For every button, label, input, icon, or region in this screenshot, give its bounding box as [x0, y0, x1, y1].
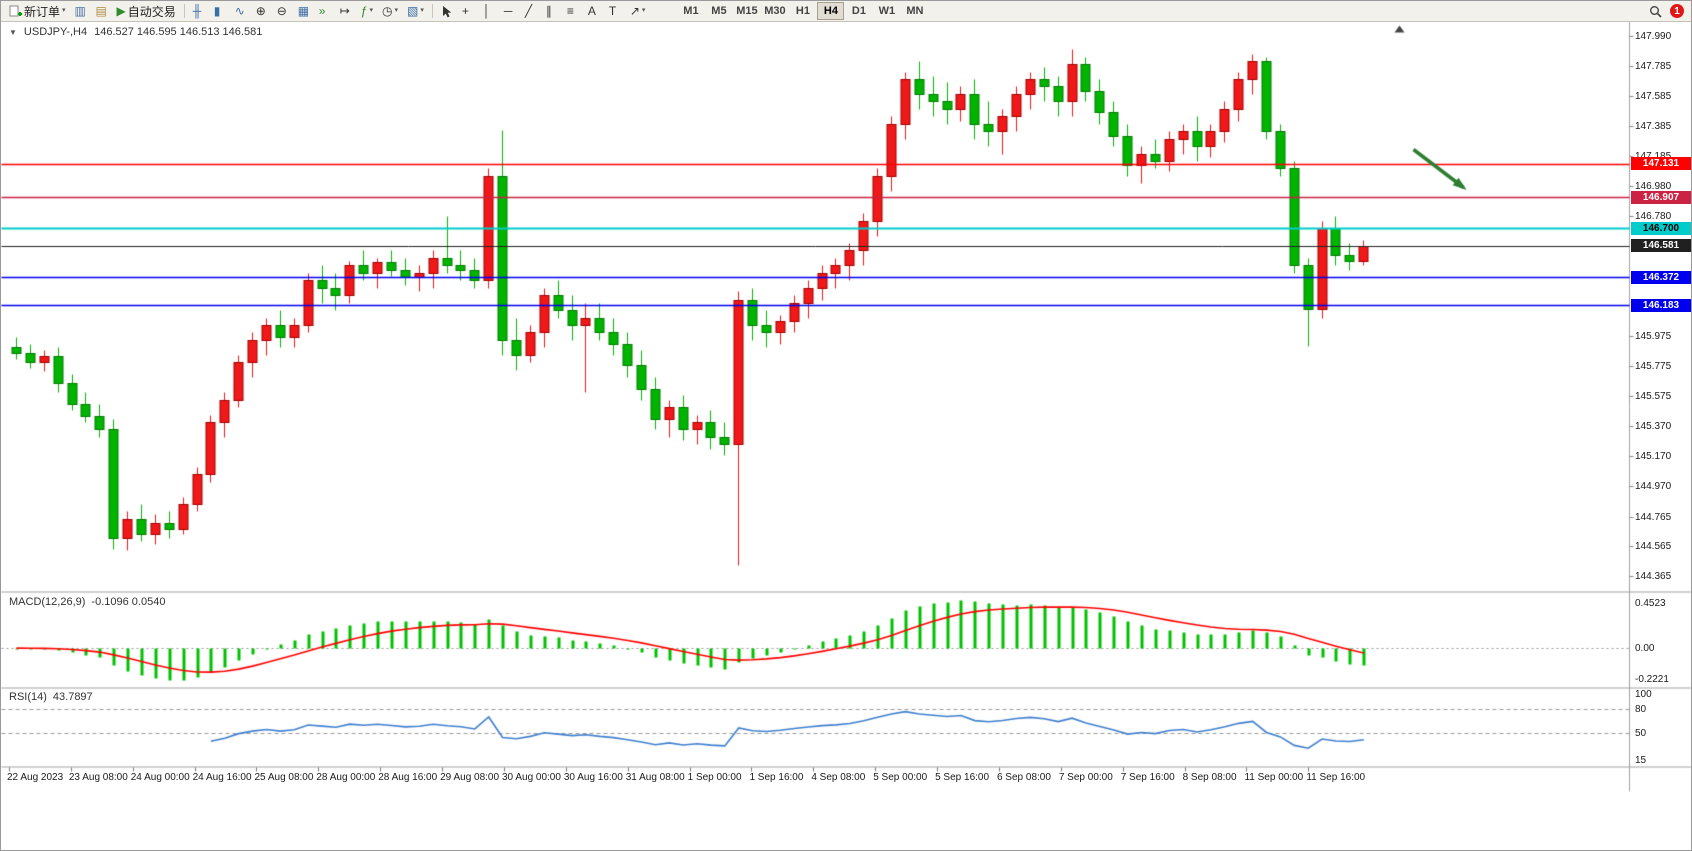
- crosshair-button[interactable]: +: [458, 2, 478, 20]
- bar-chart-icon: ╫: [192, 4, 202, 18]
- timeframe-button-mn[interactable]: MN: [901, 2, 928, 20]
- trendline-icon: ╱: [524, 4, 533, 18]
- timeframe-button-m30[interactable]: M30: [761, 2, 788, 20]
- shapes-icon: ↗: [629, 4, 640, 18]
- charts-button[interactable]: ▥: [71, 2, 91, 20]
- indicators-icon: ƒ: [360, 4, 368, 18]
- zoom-out-button[interactable]: ⊖: [273, 2, 293, 20]
- candlestick-chart-icon: ▮: [213, 4, 221, 18]
- trendline-button[interactable]: ╱: [521, 2, 541, 20]
- auto-scroll-icon: »: [318, 4, 326, 18]
- vertical-line-icon: │: [482, 4, 491, 18]
- text-button[interactable]: A: [584, 2, 604, 20]
- timeframe-button-h1[interactable]: H1: [789, 2, 816, 20]
- caret-down-icon: ▾: [641, 7, 646, 14]
- search-icon: [1649, 5, 1662, 18]
- label-icon: T: [608, 4, 617, 18]
- cursor-button[interactable]: [437, 2, 457, 20]
- search-button[interactable]: [1645, 2, 1666, 20]
- main-toolbar: 新订单 ▾ ▥ ▤ ▶ 自动交易 ╫ ▮ ∿ ⊕ ⊖ ▦» ↦ ƒ ▾ ◷ ▾ ▧ ▾ + │ ─ ╱ ∥ ≡ A T ↗…: [1, 1, 1691, 22]
- autotrading-label: 自动交易: [127, 4, 176, 19]
- chart-shift-icon: ↦: [339, 4, 350, 18]
- vertical-line-button[interactable]: │: [479, 2, 499, 20]
- templates-button[interactable]: ▧ ▾: [403, 2, 428, 20]
- tile-windows-button[interactable]: ▦: [294, 2, 314, 20]
- chart-shift-button[interactable]: ↦: [336, 2, 356, 20]
- profiles-button[interactable]: ▤: [92, 2, 112, 20]
- fibonacci-icon: ≡: [566, 4, 574, 18]
- caret-down-icon: ▾: [62, 7, 66, 14]
- caret-down-icon: ▾: [394, 7, 398, 14]
- toolbar-separator: [183, 4, 185, 18]
- zoom-in-icon: ⊕: [255, 4, 266, 18]
- zoom-out-icon: ⊖: [276, 4, 287, 18]
- new-order-label: 新订单: [24, 4, 61, 19]
- toolbar-separator: [431, 4, 433, 18]
- timeframe-button-h4[interactable]: H4: [817, 2, 845, 20]
- profiles-icon: ▤: [95, 4, 107, 18]
- autotrading-icon: ▶: [116, 4, 126, 18]
- autotrading-button[interactable]: ▶ 自动交易: [113, 2, 180, 20]
- channel-button[interactable]: ∥: [542, 2, 562, 20]
- notification-badge[interactable]: 1: [1670, 4, 1684, 18]
- horizontal-line-icon: ─: [503, 4, 513, 18]
- auto-scroll-button[interactable]: »: [315, 2, 335, 20]
- timeframe-button-d1[interactable]: D1: [845, 2, 872, 20]
- horizontal-line-button[interactable]: ─: [500, 2, 520, 20]
- charts-icon: ▥: [74, 4, 86, 18]
- new-order-icon: [9, 5, 22, 18]
- timeframe-button-m5[interactable]: M5: [705, 2, 732, 20]
- line-chart-button[interactable]: ∿: [231, 2, 251, 20]
- periods-icon: ◷: [381, 4, 393, 18]
- fibonacci-button[interactable]: ≡: [563, 2, 583, 20]
- channel-icon: ∥: [545, 4, 552, 18]
- bar-chart-button[interactable]: ╫: [189, 2, 209, 20]
- text-icon: A: [587, 4, 596, 18]
- new-order-button[interactable]: 新订单 ▾: [5, 2, 70, 20]
- crosshair-icon: +: [461, 4, 469, 18]
- candlestick-chart-button[interactable]: ▮: [210, 2, 230, 20]
- indicators-button[interactable]: ƒ ▾: [357, 2, 377, 20]
- periods-button[interactable]: ◷ ▾: [378, 2, 402, 20]
- timeframe-button-m1[interactable]: M1: [677, 2, 704, 20]
- label-button[interactable]: T: [605, 2, 625, 20]
- timeframe-button-w1[interactable]: W1: [873, 2, 900, 20]
- zoom-in-button[interactable]: ⊕: [252, 2, 272, 20]
- timeframe-button-m15[interactable]: M15: [733, 2, 760, 20]
- caret-down-icon: ▾: [369, 7, 373, 14]
- cursor-icon: [441, 5, 452, 18]
- line-chart-icon: ∿: [234, 4, 245, 18]
- templates-icon: ▧: [406, 4, 419, 18]
- shapes-button[interactable]: ↗ ▾: [626, 2, 650, 20]
- caret-down-icon: ▾: [420, 7, 424, 14]
- tile-windows-icon: ▦: [297, 4, 310, 18]
